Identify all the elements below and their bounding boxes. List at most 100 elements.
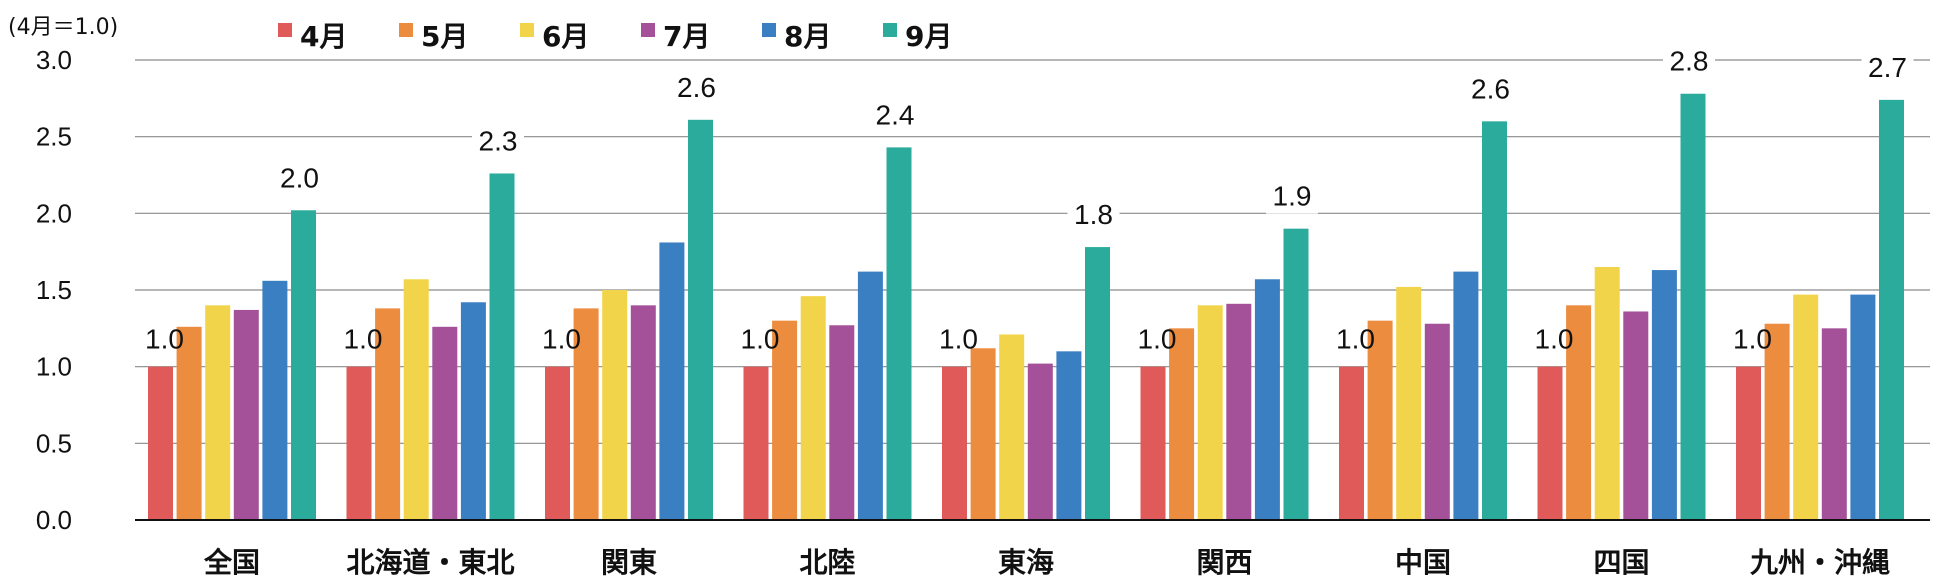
y-tick-label: 2.5 <box>36 122 72 152</box>
bar <box>829 325 855 520</box>
bar <box>573 308 599 520</box>
bar <box>176 326 202 520</box>
category-label: 中国 <box>1395 546 1451 579</box>
bar <box>1623 311 1649 520</box>
bar <box>375 308 401 520</box>
bar <box>1056 351 1082 520</box>
data-label-background <box>1663 44 1715 79</box>
data-label: 2.4 <box>876 99 915 130</box>
bar <box>1482 121 1507 520</box>
bars <box>148 93 1904 521</box>
bar <box>1424 323 1450 520</box>
bar <box>800 296 826 520</box>
x-axis-categories: 全国 北海道・東北 関東 北陸 東海 関西 中国 四国 九州・沖縄 <box>203 546 1890 579</box>
data-label: 1.9 <box>1273 181 1312 212</box>
bar <box>205 305 231 520</box>
category-label: 関東 <box>601 546 657 579</box>
data-label-background <box>273 161 326 196</box>
data-label: 1.0 <box>1535 324 1574 355</box>
bar <box>1879 99 1904 520</box>
category-label: 全国 <box>203 546 260 579</box>
data-label-background <box>472 124 524 159</box>
bar <box>1197 305 1223 520</box>
bar <box>1736 366 1761 520</box>
data-label: 1.0 <box>145 324 184 355</box>
legend-swatch <box>641 23 655 37</box>
data-label-background <box>1067 198 1120 233</box>
bar <box>346 366 372 520</box>
data-label-background <box>1266 179 1318 214</box>
unit-label: (4月＝1.0) <box>8 15 118 40</box>
bar <box>233 309 259 520</box>
data-label-background <box>670 70 723 105</box>
category-label: 関西 <box>1196 546 1252 579</box>
data-label: 2.3 <box>479 125 518 156</box>
bar <box>1367 320 1393 520</box>
legend-swatch <box>399 23 413 37</box>
legend-label: 6月 <box>542 20 589 53</box>
data-label: 1.0 <box>1336 324 1375 355</box>
bar <box>602 290 628 520</box>
data-label-background <box>1464 72 1517 107</box>
bar <box>1140 366 1166 520</box>
data-labels: 1.0 2.0 1.0 2.3 1.0 2.6 1.0 2.4 1.0 1.8 1.0 1.9 1.0 2… <box>145 44 1914 355</box>
bar <box>1764 323 1790 520</box>
category-label: 北陸 <box>799 546 855 579</box>
y-tick-label: 0.5 <box>36 428 72 458</box>
y-tick-label: 1.5 <box>36 275 72 305</box>
bar <box>291 210 316 520</box>
bar <box>1339 366 1364 520</box>
data-label: 1.0 <box>741 324 780 355</box>
bar <box>1085 247 1110 521</box>
bar <box>1453 271 1479 520</box>
data-label: 1.8 <box>1074 199 1113 230</box>
legend-swatch <box>762 23 776 37</box>
bar <box>1680 93 1706 520</box>
legend-label: 7月 <box>663 20 710 53</box>
bar <box>262 280 288 520</box>
bar <box>886 147 912 520</box>
bar <box>772 320 798 520</box>
data-label-background <box>869 98 921 133</box>
legend-label: 8月 <box>784 20 831 53</box>
y-tick-label: 2.0 <box>36 198 72 228</box>
bar <box>1594 267 1620 520</box>
data-label-background <box>1861 50 1914 85</box>
bar <box>545 366 570 520</box>
bar <box>148 366 173 520</box>
data-label: 1.0 <box>542 324 581 355</box>
bar <box>1537 366 1563 520</box>
data-label: 1.0 <box>1138 324 1177 355</box>
bar <box>1651 270 1677 520</box>
category-label: 北海道・東北 <box>346 546 514 579</box>
legend-swatch <box>278 23 292 37</box>
y-axis-ticks: 0.0 0.5 1.0 1.5 2.0 2.5 3.0 <box>36 45 72 535</box>
legend-background <box>268 12 1000 56</box>
data-label: 2.8 <box>1670 46 1709 77</box>
legend-label: 5月 <box>421 20 468 53</box>
bar <box>1396 286 1422 520</box>
bar <box>1169 328 1195 520</box>
category-label: 九州・沖縄 <box>1750 546 1890 579</box>
legend-label: 4月 <box>300 20 347 53</box>
data-label: 2.6 <box>1471 73 1510 104</box>
bar <box>1027 363 1053 520</box>
bar <box>1226 303 1252 520</box>
category-label: 四国 <box>1593 546 1649 579</box>
bar <box>489 173 515 520</box>
bar <box>1566 305 1592 520</box>
bar <box>630 305 656 520</box>
data-label: 2.0 <box>280 162 319 193</box>
bar <box>1254 279 1280 520</box>
bar <box>659 242 685 520</box>
bar <box>403 279 429 520</box>
bar <box>999 334 1025 520</box>
bar <box>688 119 713 521</box>
data-label: 1.0 <box>1733 324 1772 355</box>
data-label: 2.6 <box>677 72 716 103</box>
bar <box>1793 294 1819 520</box>
bar <box>432 326 458 520</box>
legend-swatch <box>883 23 897 37</box>
data-label: 1.0 <box>344 324 383 355</box>
